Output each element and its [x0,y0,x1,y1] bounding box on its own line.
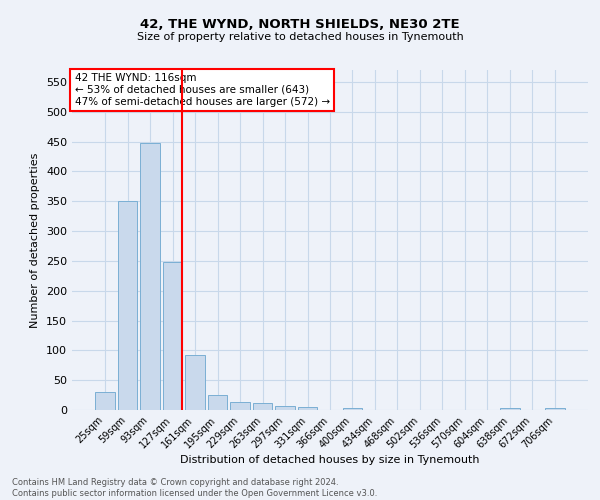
Bar [500,408,520,410]
Text: 42, THE WYND, NORTH SHIELDS, NE30 2TE: 42, THE WYND, NORTH SHIELDS, NE30 2TE [140,18,460,30]
X-axis label: Distribution of detached houses by size in Tynemouth: Distribution of detached houses by size … [180,456,480,466]
Text: Contains HM Land Registry data © Crown copyright and database right 2024.
Contai: Contains HM Land Registry data © Crown c… [12,478,377,498]
Bar [275,406,295,410]
Bar [253,404,272,410]
Bar [118,201,137,410]
Bar [140,144,160,410]
Text: 42 THE WYND: 116sqm
← 53% of detached houses are smaller (643)
47% of semi-detac: 42 THE WYND: 116sqm ← 53% of detached ho… [74,74,330,106]
Y-axis label: Number of detached properties: Number of detached properties [31,152,40,328]
Bar [343,408,362,410]
Bar [230,402,250,410]
Bar [208,395,227,410]
Bar [185,354,205,410]
Bar [95,392,115,410]
Bar [545,408,565,410]
Bar [163,262,182,410]
Text: Size of property relative to detached houses in Tynemouth: Size of property relative to detached ho… [137,32,463,42]
Bar [298,407,317,410]
